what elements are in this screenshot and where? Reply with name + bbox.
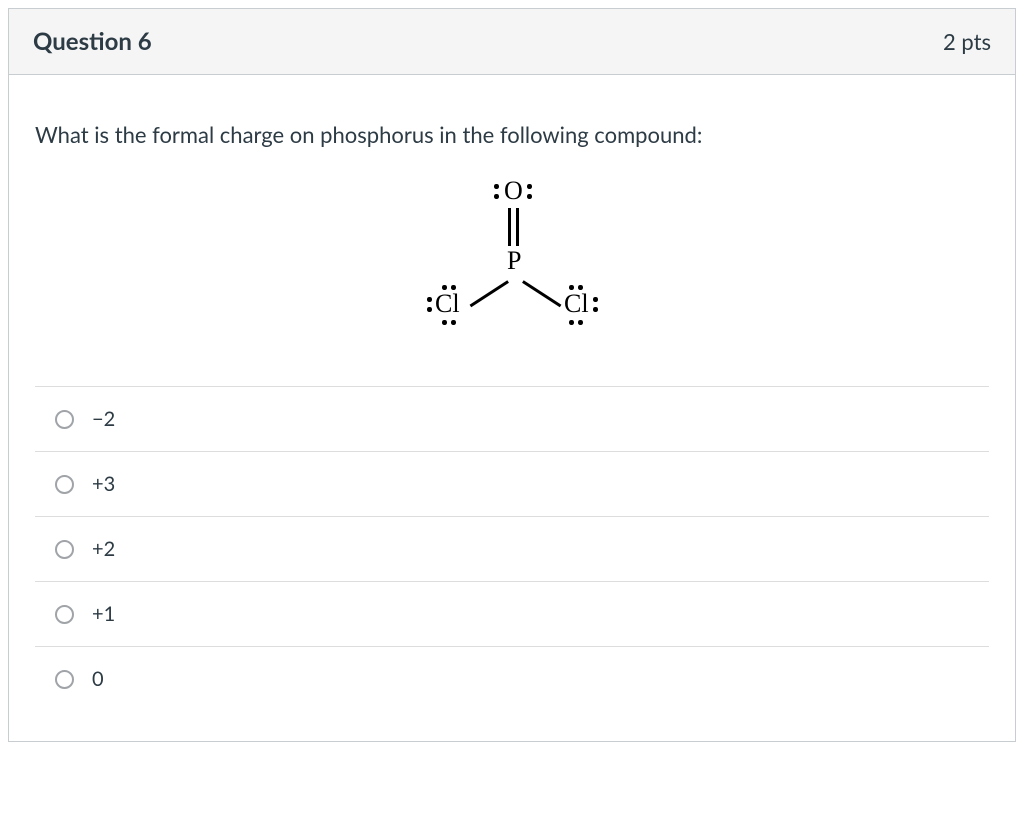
lone-pair-dot [494, 184, 499, 189]
lone-pair-dot [442, 285, 447, 290]
lewis-structure-container: O P Cl [35, 178, 989, 358]
option-label: −2 [92, 407, 115, 431]
option-row[interactable]: +2 [35, 516, 989, 581]
question-title: Question 6 [33, 27, 152, 56]
radio-icon[interactable] [55, 475, 74, 494]
lone-pair-dot [569, 320, 574, 325]
lone-pair-dot [494, 194, 499, 199]
single-bond [522, 280, 561, 307]
options-list: −2 +3 +2 +1 0 [35, 386, 989, 711]
lone-pair-dot [451, 320, 456, 325]
option-label: 0 [92, 667, 104, 691]
single-bond [470, 280, 509, 307]
lone-pair-dot [569, 285, 574, 290]
atom-phosphorus: P [507, 248, 521, 274]
option-row[interactable]: 0 [35, 646, 989, 711]
option-label: +1 [92, 602, 115, 626]
lone-pair-dot [451, 285, 456, 290]
option-row[interactable]: +1 [35, 581, 989, 646]
lone-pair-dot [527, 184, 532, 189]
radio-icon[interactable] [55, 540, 74, 559]
double-bond [516, 208, 519, 246]
option-label: +3 [92, 472, 115, 496]
lone-pair-dot [578, 320, 583, 325]
lone-pair-dot [578, 285, 583, 290]
lone-pair-dot [593, 297, 598, 302]
question-card: Question 6 2 pts What is the formal char… [8, 8, 1016, 742]
question-header: Question 6 2 pts [9, 9, 1015, 75]
lewis-structure: O P Cl [392, 178, 632, 358]
lone-pair-dot [442, 320, 447, 325]
option-label: +2 [92, 537, 115, 561]
lone-pair-dot [427, 307, 432, 312]
radio-icon[interactable] [55, 410, 74, 429]
atom-oxygen: O [504, 178, 523, 204]
lone-pair-dot [427, 297, 432, 302]
question-points: 2 pts [943, 28, 991, 55]
question-prompt: What is the formal charge on phosphorus … [35, 121, 989, 148]
option-row[interactable]: +3 [35, 451, 989, 516]
double-bond [508, 208, 511, 246]
radio-icon[interactable] [55, 605, 74, 624]
atom-chlorine-right: Cl [564, 291, 589, 317]
option-row[interactable]: −2 [35, 386, 989, 451]
lone-pair-dot [527, 194, 532, 199]
atom-chlorine-left: Cl [435, 291, 460, 317]
lone-pair-dot [593, 307, 598, 312]
question-body: What is the formal charge on phosphorus … [9, 75, 1015, 741]
radio-icon[interactable] [55, 670, 74, 689]
